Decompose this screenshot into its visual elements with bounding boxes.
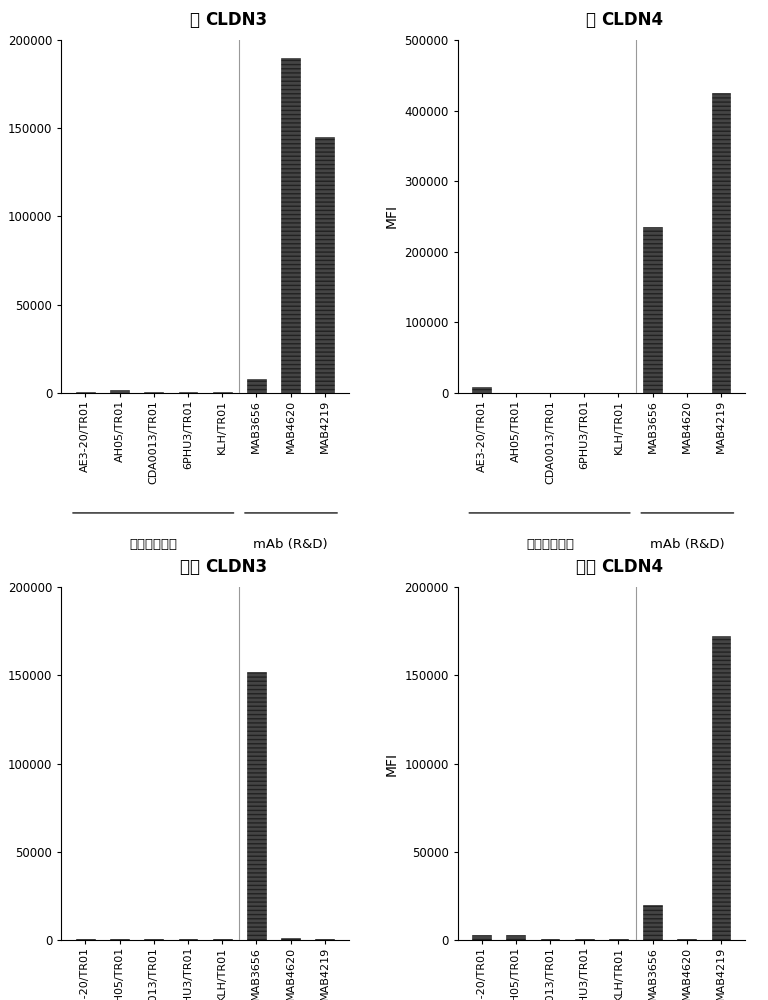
Y-axis label: MFI: MFI xyxy=(0,752,2,776)
Bar xyxy=(281,58,300,393)
Text: 小鼠: 小鼠 xyxy=(180,558,205,576)
Text: CLDN4: CLDN4 xyxy=(601,11,664,29)
Bar xyxy=(472,387,491,393)
Text: CLDN3: CLDN3 xyxy=(205,11,267,29)
Bar xyxy=(281,938,300,940)
Bar xyxy=(506,935,525,940)
Bar xyxy=(644,227,662,393)
Y-axis label: MFI: MFI xyxy=(385,204,399,228)
Text: 小鼠: 小鼠 xyxy=(576,558,601,576)
Bar xyxy=(316,137,334,393)
Text: 人: 人 xyxy=(190,11,205,29)
Text: 双特异性抗体: 双特异性抗体 xyxy=(526,538,574,551)
Bar xyxy=(247,672,266,940)
Text: 双特异性抗体: 双特异性抗体 xyxy=(130,538,177,551)
Bar xyxy=(644,905,662,940)
Text: mAb (R&D): mAb (R&D) xyxy=(650,538,724,551)
Y-axis label: MFI: MFI xyxy=(0,204,2,228)
Y-axis label: MFI: MFI xyxy=(385,752,399,776)
Bar xyxy=(110,390,129,393)
Bar xyxy=(472,935,491,940)
Bar xyxy=(247,379,266,393)
Text: CLDN3: CLDN3 xyxy=(205,558,267,576)
Text: 人: 人 xyxy=(586,11,601,29)
Text: CLDN4: CLDN4 xyxy=(601,558,664,576)
Bar xyxy=(712,93,730,393)
Bar xyxy=(712,636,730,940)
Text: mAb (R&D): mAb (R&D) xyxy=(253,538,328,551)
